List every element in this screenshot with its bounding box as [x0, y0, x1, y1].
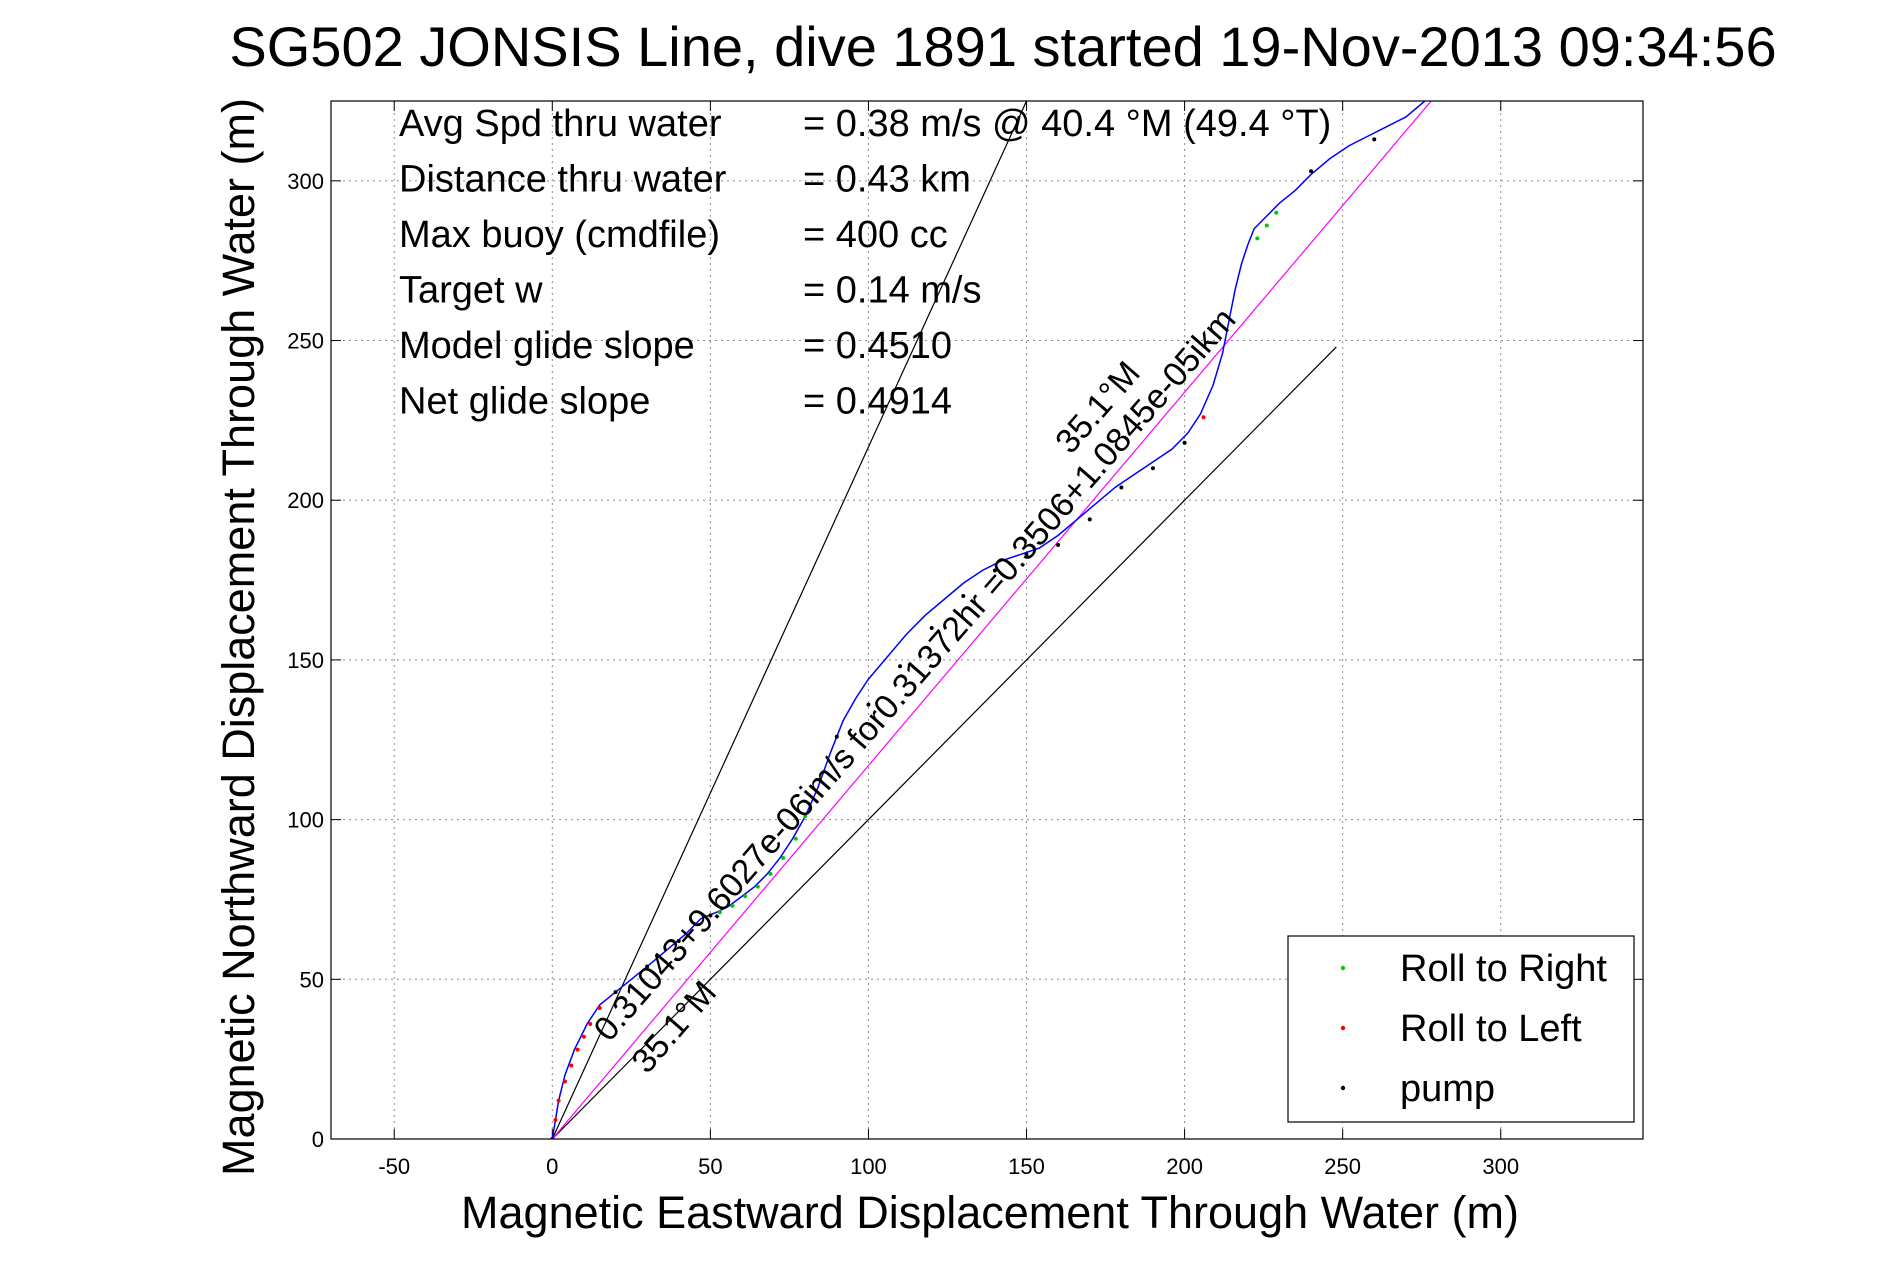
- data-point: [1056, 542, 1061, 547]
- x-tick-label: -50: [378, 1154, 410, 1179]
- x-tick-label: 250: [1324, 1154, 1361, 1179]
- data-point: [768, 871, 773, 876]
- y-tick-label: 150: [287, 648, 324, 673]
- reference-line: [551, 101, 1028, 1139]
- chart-title: SG502 JONSIS Line, dive 1891 started 19-…: [229, 15, 1776, 78]
- data-point: [1150, 466, 1155, 471]
- data-point: [898, 664, 903, 669]
- plot-frame: [330, 100, 1644, 1140]
- data-point: [755, 884, 760, 889]
- plot-area: -50 0 50 100 150 200 250 3000501001502002503000…: [287, 100, 1644, 1179]
- data-point: [597, 1006, 602, 1011]
- info-label: Target w: [399, 270, 543, 312]
- x-axis-label: Magnetic Eastward Displacement Through W…: [461, 1187, 1519, 1238]
- data-point: [708, 913, 713, 918]
- data-point: [588, 1022, 593, 1027]
- y-tick-label: 0: [312, 1127, 324, 1152]
- data-point: [793, 836, 798, 841]
- data-point: [1264, 223, 1269, 228]
- y-tick-label: 300: [287, 169, 324, 194]
- data-point: [575, 1047, 580, 1052]
- data-point: [1201, 415, 1206, 420]
- info-label: Net glide slope: [399, 381, 650, 423]
- data-point: [834, 734, 839, 739]
- info-value: = 400 cc: [803, 214, 948, 256]
- data-point: [961, 594, 966, 599]
- x-tick-label: 0: [546, 1154, 558, 1179]
- data-point: [803, 814, 808, 819]
- reference-line: [551, 101, 1432, 1139]
- x-tick-label: 150: [1008, 1154, 1045, 1179]
- y-tick-label: 50: [300, 967, 324, 992]
- data-point: [553, 1117, 558, 1122]
- data-point: [645, 964, 650, 969]
- info-label: Avg Spd thru water: [399, 103, 722, 145]
- data-point: [581, 1034, 586, 1039]
- y-tick-label: 200: [287, 488, 324, 513]
- series-line: [551, 101, 1426, 1139]
- x-tick-label: 100: [850, 1154, 887, 1179]
- data-point: [929, 625, 934, 630]
- data-point: [1274, 210, 1279, 215]
- data-point: [569, 1063, 574, 1068]
- y-tick-label: 250: [287, 329, 324, 354]
- x-tick-label: 200: [1166, 1154, 1203, 1179]
- data-point: [743, 894, 748, 899]
- data-point: [1309, 169, 1314, 174]
- legend-marker: [1340, 1085, 1346, 1091]
- info-box: Avg Spd thru water = 0.38 m/s @ 40.4 °M (…: [399, 103, 1331, 423]
- data-point: [1372, 137, 1377, 142]
- data-point: [613, 990, 618, 995]
- info-value: = 0.38 m/s @ 40.4 °M (49.4 °T): [803, 103, 1331, 145]
- x-tick-label: 50: [698, 1154, 722, 1179]
- legend-marker: [1340, 965, 1346, 971]
- legend-label: Roll to Left: [1400, 1008, 1582, 1050]
- y-axis-label: Magnetic Northward Displacement Through …: [213, 98, 264, 1176]
- reference-line: [551, 346, 1337, 1139]
- data-point: [676, 938, 681, 943]
- data-point: [866, 702, 871, 707]
- data-point: [556, 1098, 561, 1103]
- data-point: [1182, 440, 1187, 445]
- data-point: [1087, 517, 1092, 522]
- legend-label: pump: [1400, 1068, 1495, 1110]
- x-tick-label: 300: [1482, 1154, 1519, 1179]
- info-label: Distance thru water: [399, 159, 727, 201]
- info-value: = 0.4510: [803, 325, 952, 367]
- info-value: = 0.43 km: [803, 159, 971, 201]
- legend-label: Roll to Right: [1400, 948, 1607, 990]
- info-value: = 0.14 m/s: [803, 270, 981, 312]
- data-point: [717, 910, 722, 915]
- y-tick-label: 100: [287, 808, 324, 833]
- legend-box: [1287, 935, 1635, 1123]
- data-point: [562, 1079, 567, 1084]
- data-point: [1024, 552, 1029, 557]
- info-value: = 0.4914: [803, 381, 952, 423]
- data-point: [730, 903, 735, 908]
- data-point: [781, 855, 786, 860]
- info-label: Model glide slope: [399, 325, 695, 367]
- legend: Roll to Right Roll to Left pump: [1287, 935, 1635, 1123]
- data-point: [1119, 485, 1124, 490]
- info-label: Max buoy (cmdfile): [399, 214, 720, 256]
- legend-marker: [1340, 1025, 1346, 1031]
- data-point: [1255, 236, 1260, 241]
- data-point: [992, 568, 997, 573]
